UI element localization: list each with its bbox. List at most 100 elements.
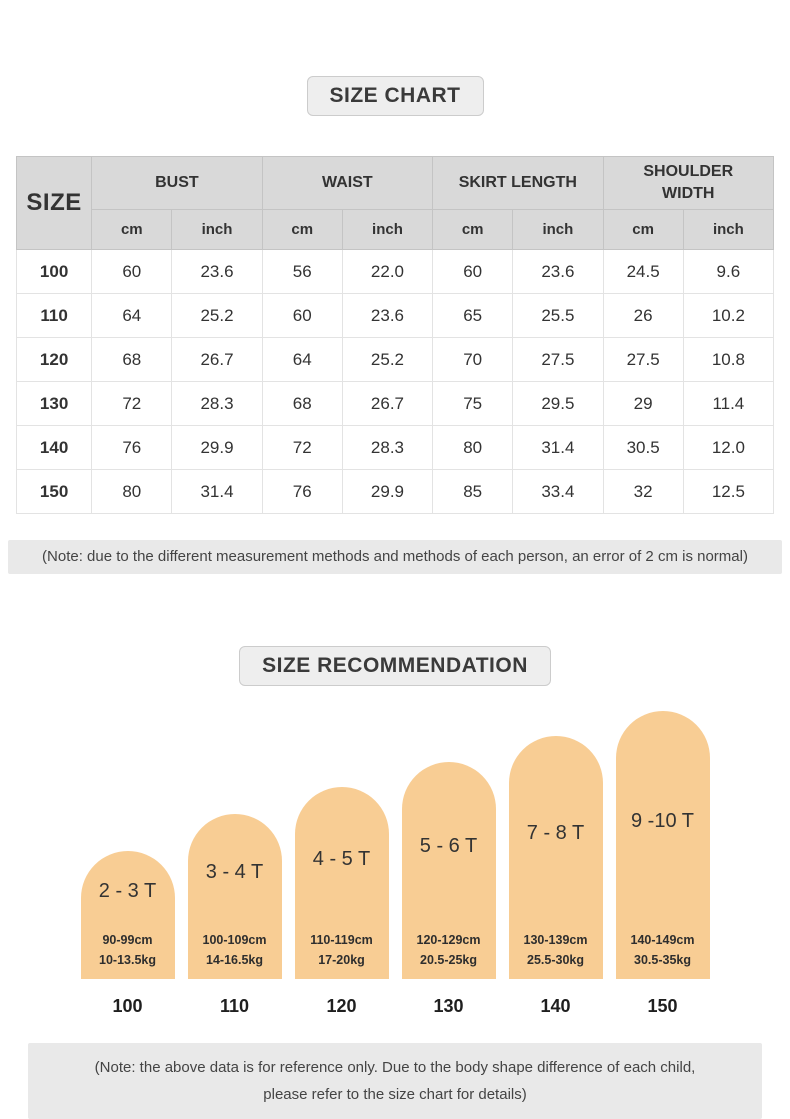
size-table-row: 150 80 31.4 76 29.9 85 33.4 32 12.5 [15,469,775,514]
size-bar: 3 - 4 T 100-109cm 14-16.5kg [187,814,282,979]
size-bar: 2 - 3 T 90-99cm 10-13.5kg [80,851,175,979]
measurement-cell: 64 [261,337,343,382]
size-bar: 5 - 6 T 120-129cm 20.5-25kg [401,762,496,979]
height-range-label: 140-149cm [630,933,695,948]
measurement-cell: 25.2 [341,337,434,382]
reference-note-line-2: please refer to the size chart for detai… [263,1086,527,1103]
measurement-cell: 68 [261,381,343,426]
size-table-row: 110 64 25.2 60 23.6 65 25.5 26 10.2 [15,293,775,338]
measurement-cell: 10.2 [682,293,775,338]
measurement-cell: 85 [432,469,514,514]
weight-range-label: 20.5-25kg [420,952,477,967]
size-chart-table: SIZE BUST WAIST SKIRT LENGTH SHOULDER WI… [15,156,775,514]
size-table-row: 100 60 23.6 56 22.0 60 23.6 24.5 9.6 [15,249,775,294]
measurement-cell: 76 [261,469,343,514]
row-size-label: 140 [15,425,93,470]
measurement-cell: 23.6 [341,293,434,338]
measurement-cell: 80 [432,425,514,470]
measurement-cell: 28.3 [341,425,434,470]
measurement-cell: 27.5 [602,337,684,382]
row-size-label: 100 [15,249,93,294]
reference-note: (Note: the above data is for reference o… [28,1043,762,1119]
age-range-label: 7 - 8 T [526,822,585,845]
unit-header: inch [682,209,775,250]
row-size-label: 150 [15,469,93,514]
unit-header: cm [602,209,684,250]
shoulder-width-header: SHOULDER WIDTH [602,156,775,210]
unit-header: inch [171,209,263,250]
measurement-cell: 23.6 [171,249,263,294]
measurement-cell: 9.6 [682,249,775,294]
measurement-cell: 26 [602,293,684,338]
measurement-cell: 60 [91,249,173,294]
unit-header: cm [432,209,514,250]
measurement-cell: 12.0 [682,425,775,470]
size-bar-column: 5 - 6 T 120-129cm 20.5-25kg 130 [401,762,496,1017]
size-recommendation-bars: 2 - 3 T 90-99cm 10-13.5kg 100 3 - 4 T 100-109… [0,711,790,1017]
row-size-label: 110 [15,293,93,338]
skirt-length-header: SKIRT LENGTH [432,156,604,210]
size-number-label: 110 [219,996,250,1016]
size-bar-column: 3 - 4 T 100-109cm 14-16.5kg 110 [187,814,282,1017]
unit-header: cm [91,209,173,250]
size-bar-column: 4 - 5 T 110-119cm 17-20kg 120 [294,787,389,1017]
height-range-label: 90-99cm [102,933,153,948]
weight-range-label: 25.5-30kg [527,952,584,967]
measurement-cell: 25.2 [171,293,263,338]
age-range-label: 9 -10 T [631,809,694,832]
table-group-header-row: SIZE BUST WAIST SKIRT LENGTH SHOULDER WI… [15,156,775,250]
row-size-label: 120 [15,337,93,382]
size-number-label: 130 [433,996,464,1016]
measurement-cell: 26.7 [171,337,263,382]
measurement-cell: 72 [261,425,343,470]
measurement-cell: 29.9 [341,469,434,514]
measurement-cell: 65 [432,293,514,338]
measurement-cell: 64 [91,293,173,338]
size-recommendation-title: SIZE RECOMMENDATION [239,646,551,686]
waist-header: WAIST [261,156,434,210]
height-weight-range: 90-99cm 10-13.5kg [81,931,175,979]
measurement-cell: 22.0 [341,249,434,294]
measurement-cell: 11.4 [682,381,775,426]
measurement-cell: 26.7 [341,381,434,426]
size-bar: 9 -10 T 140-149cm 30.5-35kg [615,711,710,979]
measurement-cell: 31.4 [171,469,263,514]
measurement-cell: 12.5 [682,469,775,514]
reference-note-line-1: (Note: the above data is for reference o… [94,1059,696,1076]
height-weight-range: 130-139cm 25.5-30kg [509,931,603,979]
size-table-row: 130 72 28.3 68 26.7 75 29.5 29 11.4 [15,381,775,426]
measurement-cell: 33.4 [512,469,604,514]
height-range-label: 120-129cm [416,933,481,948]
measurement-cell: 68 [91,337,173,382]
age-range-label: 3 - 4 T [205,861,264,884]
measurement-cell: 56 [261,249,343,294]
bust-header: BUST [91,156,263,210]
measurement-cell: 30.5 [602,425,684,470]
measurement-cell: 24.5 [602,249,684,294]
age-range-label: 2 - 3 T [98,879,157,902]
weight-range-label: 17-20kg [318,952,365,967]
measurement-cell: 29 [602,381,684,426]
measurement-cell: 25.5 [512,293,604,338]
height-range-label: 100-109cm [202,933,267,948]
measurement-cell: 29.5 [512,381,604,426]
size-chart-title-wrap: SIZE CHART [0,0,790,116]
measurement-cell: 76 [91,425,173,470]
size-bar: 7 - 8 T 130-139cm 25.5-30kg [508,736,603,979]
height-weight-range: 140-149cm 30.5-35kg [616,931,710,979]
measurement-cell: 75 [432,381,514,426]
measurement-cell: 10.8 [682,337,775,382]
measurement-cell: 23.6 [512,249,604,294]
measurement-cell: 31.4 [512,425,604,470]
size-chart-title: SIZE CHART [306,76,484,116]
height-range-label: 130-139cm [523,933,588,948]
measurement-cell: 60 [261,293,343,338]
measurement-cell: 32 [602,469,684,514]
measurement-cell: 72 [91,381,173,426]
size-column-header: SIZE [15,156,93,250]
size-table-row: 140 76 29.9 72 28.3 80 31.4 30.5 12.0 [15,425,775,470]
size-number-label: 100 [112,996,143,1016]
weight-range-label: 30.5-35kg [634,952,691,967]
row-size-label: 130 [15,381,93,426]
weight-range-label: 10-13.5kg [99,952,156,967]
